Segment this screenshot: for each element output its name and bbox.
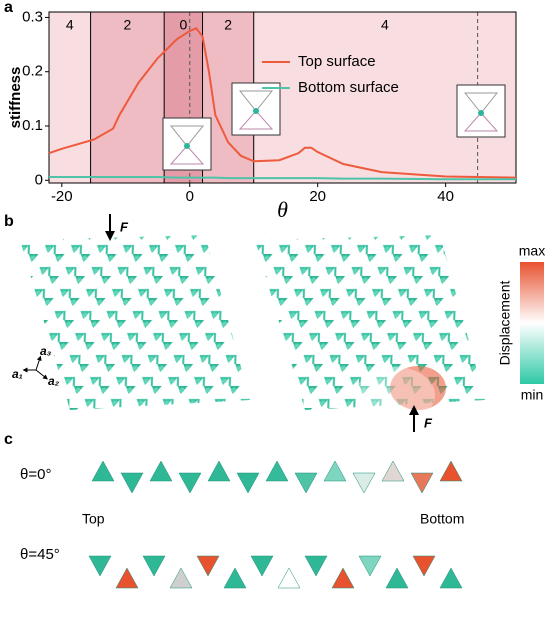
tetrahedron (115, 567, 139, 589)
row-label: θ=45° (20, 546, 60, 563)
force-label: F (120, 219, 129, 234)
tetrahedron (250, 555, 274, 577)
axis-label: a₂ (48, 374, 60, 388)
x-tick-label: 20 (309, 188, 326, 205)
chains (88, 460, 463, 589)
y-tick-label: 0.3 (22, 8, 43, 25)
y-tick-label: 0 (35, 171, 43, 188)
tetrahedron (323, 460, 347, 482)
displacement-halo (355, 367, 435, 423)
tetrahedron (410, 472, 434, 494)
inset-shape (463, 112, 499, 132)
tetrahedron (304, 555, 328, 577)
colorbar (520, 262, 544, 384)
region-label: 4 (66, 17, 74, 33)
tetrahedron (381, 460, 405, 482)
tetrahedron (358, 555, 382, 577)
plot-frame (48, 11, 517, 184)
y-tick-label: 0.1 (22, 117, 43, 134)
inset-node (184, 143, 190, 149)
lattice-right (255, 235, 485, 410)
displacement-spot (390, 366, 446, 410)
tetrahedron (169, 567, 193, 589)
series-line (49, 176, 516, 181)
tetrahedron (178, 472, 202, 494)
colorbar-max: max (519, 243, 545, 259)
y-axis-label: stiffness (7, 67, 24, 129)
tetrahedron (223, 567, 247, 589)
tetrahedron (277, 567, 301, 589)
inset-node (478, 110, 484, 116)
panel-label: a (4, 0, 13, 16)
panel-label: b (4, 213, 14, 230)
inset-shape (238, 90, 274, 112)
tetrahedron (331, 567, 355, 589)
inset-shape (169, 125, 205, 147)
panel-label: c (4, 431, 13, 448)
inset-shape (463, 92, 499, 114)
tetrahedron (196, 555, 220, 577)
tetrahedron (207, 460, 231, 482)
row-label: θ=0° (20, 466, 51, 483)
chain-start: Top (82, 511, 105, 527)
chain-end: Bottom (420, 511, 464, 527)
legend-label: Top surface (298, 53, 376, 70)
inset-shape (238, 110, 274, 130)
inset-node (253, 108, 259, 114)
colorbar-min: min (521, 387, 544, 403)
tetrahedron (265, 460, 289, 482)
colorbar-label: Displacement (497, 280, 513, 365)
inset-shape (169, 145, 205, 165)
region-label: 4 (381, 17, 389, 33)
x-axis-label: θ (277, 197, 288, 222)
region (49, 12, 91, 183)
region (90, 12, 165, 183)
axis-label: a₁ (12, 367, 23, 381)
tetrahedron (120, 472, 144, 494)
tetrahedron (149, 460, 173, 482)
axis-arrow (35, 369, 48, 380)
axis-label: a₃ (40, 344, 52, 358)
y-tick-label: 0.2 (22, 63, 43, 80)
region-label: 0 (179, 17, 187, 33)
force-label: F (424, 415, 433, 430)
tetrahedron (88, 555, 112, 577)
tetrahedron (142, 555, 166, 577)
tetrahedron (412, 555, 436, 577)
lattice-left (20, 235, 250, 410)
tetrahedron (91, 460, 115, 482)
axis-arrow (35, 355, 42, 371)
x-tick-label: 40 (437, 188, 454, 205)
tetrahedron (294, 472, 318, 494)
tetrahedron (352, 472, 376, 494)
region-label: 2 (224, 17, 232, 33)
region-label: 2 (123, 17, 131, 33)
tetrahedron (236, 472, 260, 494)
x-tick-label: 0 (186, 188, 194, 205)
tetrahedron (439, 567, 463, 589)
legend-label: Bottom surface (298, 79, 399, 96)
x-tick-label: -20 (51, 188, 73, 205)
tetrahedron (385, 567, 409, 589)
series-line (48, 27, 517, 179)
tetrahedron (439, 460, 463, 482)
